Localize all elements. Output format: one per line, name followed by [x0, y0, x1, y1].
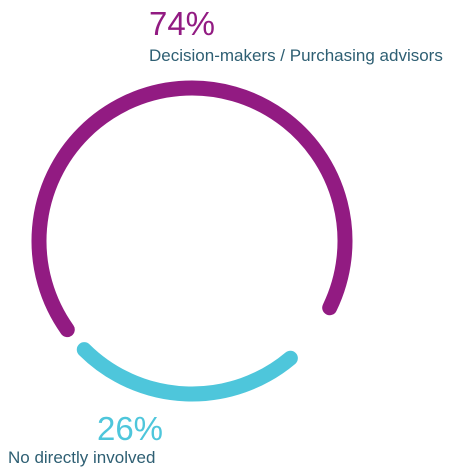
chart-arcs [31, 80, 353, 402]
slice-category-label-decision-makers: Decision-makers / Purchasing advisors [149, 46, 443, 65]
slice-category-label-not-directly-involved: No directly involved [8, 448, 155, 467]
slice-arc-not-directly-involved [76, 342, 298, 402]
slice-value-label-decision-makers: 74% [149, 5, 215, 42]
slice-value-label-not-directly-involved: 26% [97, 410, 163, 447]
slice-arc-decision-makers [31, 80, 353, 338]
